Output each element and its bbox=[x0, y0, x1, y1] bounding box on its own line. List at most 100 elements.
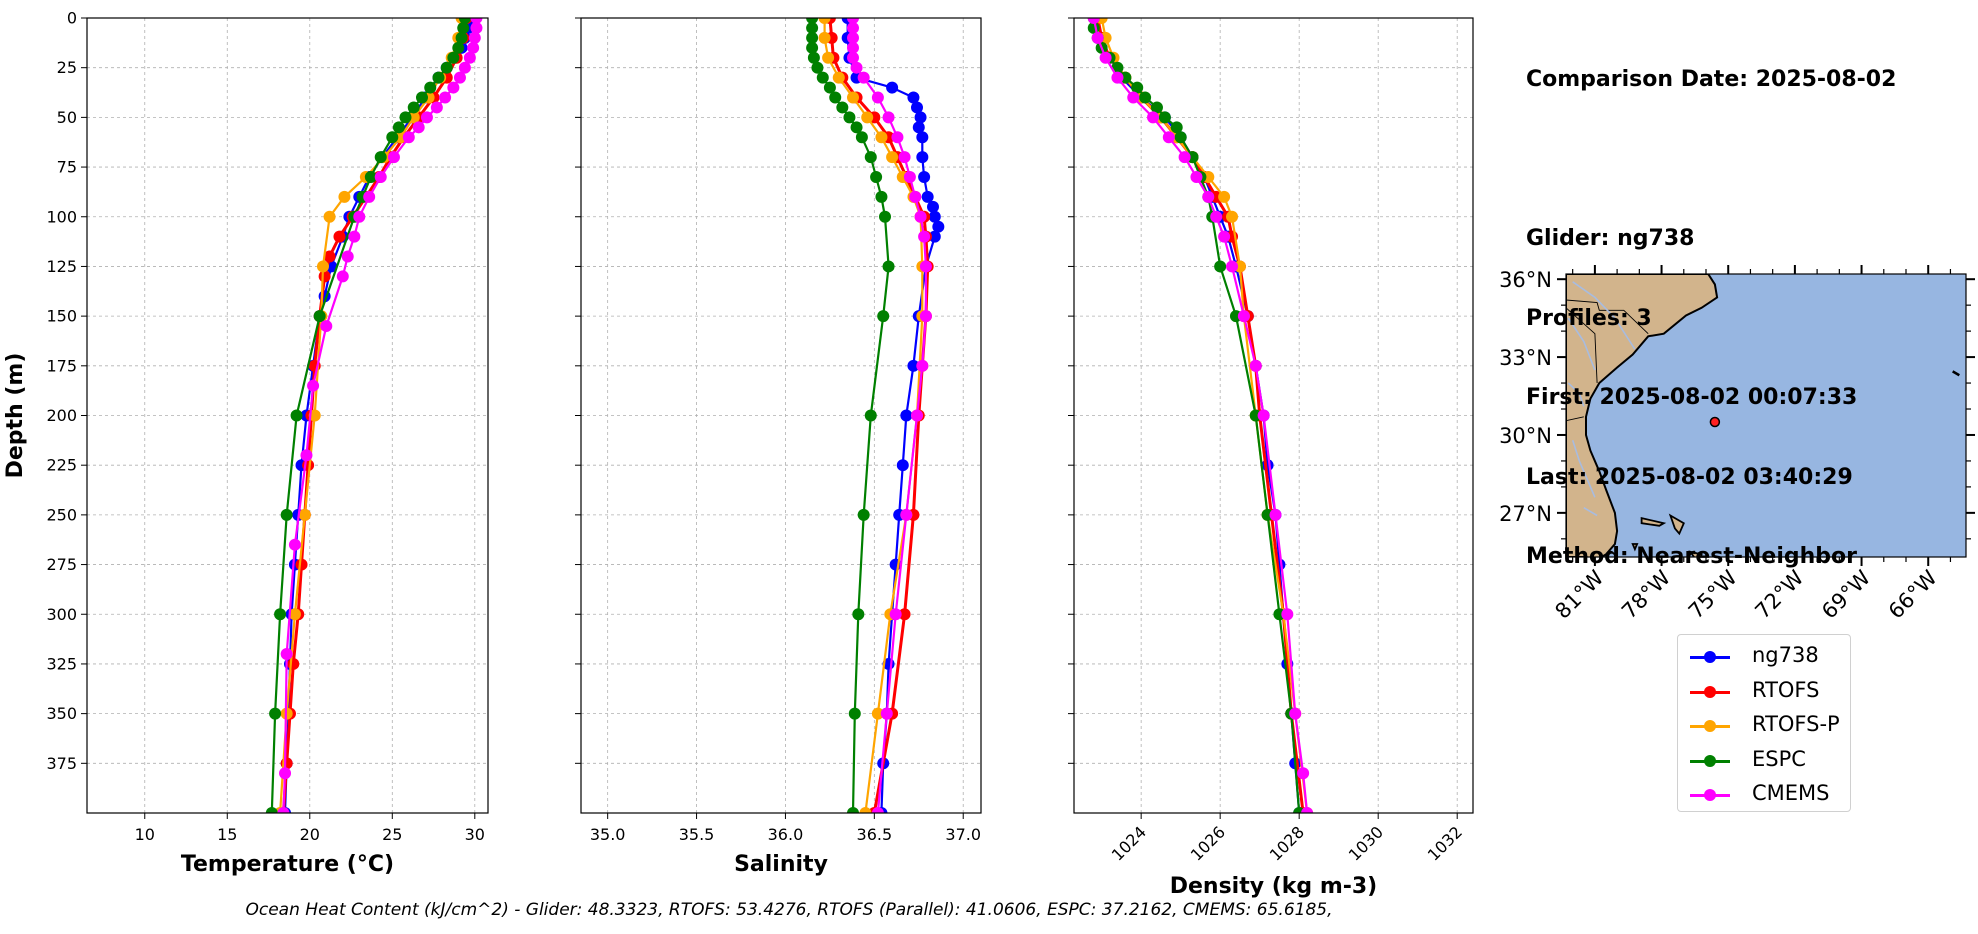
point-ng738 bbox=[928, 210, 941, 223]
temperature-panel: 10 15 20 25 30025507510012515017520022525027… bbox=[3, 9, 489, 877]
point-cmems bbox=[882, 111, 895, 124]
y-tick-label: 50 bbox=[57, 108, 77, 127]
point-rtofs-p bbox=[316, 260, 329, 273]
y-tick-label: 200 bbox=[46, 406, 77, 425]
point-espc bbox=[877, 310, 890, 323]
x-tick-label: 1026 bbox=[1187, 822, 1229, 864]
y-tick-label: 0 bbox=[67, 9, 77, 28]
point-cmems bbox=[857, 71, 870, 84]
point-rtofs-p bbox=[818, 31, 831, 44]
point-espc bbox=[848, 707, 861, 720]
point-cmems bbox=[889, 608, 902, 621]
legend-item-rtofs: RTOFS bbox=[1678, 674, 1850, 709]
point-cmems bbox=[447, 81, 460, 94]
point-cmems bbox=[387, 151, 400, 164]
x-tick-label: 35.0 bbox=[590, 825, 626, 844]
glider-position-marker bbox=[1709, 416, 1721, 428]
point-ng738 bbox=[928, 230, 941, 243]
point-espc bbox=[829, 91, 842, 104]
point-espc bbox=[806, 41, 819, 54]
point-espc bbox=[280, 508, 293, 521]
point-cmems bbox=[439, 91, 452, 104]
point-ng738 bbox=[896, 459, 909, 472]
point-rtofs-p bbox=[832, 71, 845, 84]
point-cmems bbox=[458, 61, 471, 74]
point-cmems bbox=[277, 807, 290, 813]
point-rtofs bbox=[323, 250, 336, 263]
legend-label: ESPC bbox=[1752, 746, 1806, 771]
x-axis-label: Salinity bbox=[734, 852, 828, 877]
point-espc bbox=[432, 71, 445, 84]
point-rtofs bbox=[295, 558, 308, 571]
point-cmems bbox=[847, 18, 859, 24]
x-axis-label: Temperature (°C) bbox=[181, 852, 394, 877]
point-espc bbox=[864, 151, 877, 164]
point-espc bbox=[415, 91, 428, 104]
info-spacer bbox=[1526, 147, 1896, 174]
point-cmems bbox=[903, 171, 916, 183]
island bbox=[1640, 516, 1667, 527]
point-cmems bbox=[470, 21, 483, 34]
point-cmems bbox=[919, 260, 932, 273]
y-tick-label: 275 bbox=[46, 555, 77, 574]
point-espc bbox=[816, 71, 829, 84]
point-rtofs-p bbox=[875, 131, 888, 144]
point-cmems bbox=[1127, 91, 1140, 104]
point-cmems bbox=[847, 51, 859, 64]
point-cmems bbox=[850, 61, 863, 74]
point-cmems bbox=[430, 101, 443, 114]
point-espc bbox=[392, 121, 405, 134]
legend-marker bbox=[1704, 720, 1716, 732]
y-tick-label: 175 bbox=[46, 356, 77, 375]
point-espc bbox=[806, 21, 819, 34]
point-cmems bbox=[1237, 310, 1250, 323]
island bbox=[1688, 550, 1703, 557]
point-espc bbox=[864, 409, 877, 422]
point-rtofs bbox=[287, 657, 300, 670]
y-tick-label: 325 bbox=[46, 654, 77, 673]
point-cmems bbox=[900, 508, 913, 521]
x-tick-label: 25 bbox=[382, 825, 402, 844]
x-tick-label: 36.5 bbox=[857, 825, 893, 844]
point-ng738 bbox=[914, 111, 927, 124]
legend-item-espc: ESPC bbox=[1678, 743, 1850, 778]
point-cmems bbox=[468, 31, 481, 44]
ocean-heat-content-caption: Ocean Heat Content (kJ/cm^2) - Glider: 4… bbox=[245, 900, 1333, 920]
location-map: 36°N33°N30°N27°N81°W 78°W 75°W 72°W 69°W 66°W bbox=[1499, 265, 1975, 624]
state-border bbox=[1566, 307, 1598, 384]
point-cmems bbox=[916, 359, 929, 372]
point-rtofs bbox=[898, 608, 911, 621]
point-espc bbox=[836, 101, 849, 114]
legend-label: CMEMS bbox=[1752, 781, 1830, 805]
lat-tick-label: 30°N bbox=[1499, 424, 1552, 448]
point-rtofs-p bbox=[298, 508, 311, 521]
point-cmems bbox=[336, 270, 349, 283]
point-cmems bbox=[467, 41, 480, 54]
point-espc bbox=[457, 21, 470, 34]
point-espc bbox=[823, 81, 836, 94]
point-espc bbox=[447, 51, 460, 64]
density-panel: 1024 1026 1028 1030 1032 Density (kg m-3) bbox=[1068, 17, 1474, 899]
y-tick-label: 250 bbox=[46, 505, 77, 524]
profile-count: Profiles: 3 bbox=[1526, 305, 1652, 331]
point-rtofs-p bbox=[308, 409, 321, 422]
point-ng738 bbox=[916, 151, 929, 164]
point-espc bbox=[807, 51, 820, 64]
point-rtofs bbox=[333, 230, 346, 243]
x-tick-label: 1030 bbox=[1345, 822, 1387, 864]
point-espc bbox=[879, 210, 891, 223]
point-espc bbox=[1139, 91, 1152, 104]
point-espc bbox=[407, 101, 420, 114]
river bbox=[1583, 507, 1598, 517]
legend-marker bbox=[1704, 651, 1716, 663]
x-tick-label: 37.0 bbox=[945, 825, 981, 844]
point-espc bbox=[1131, 81, 1144, 94]
point-cmems bbox=[871, 91, 884, 104]
point-cmems bbox=[1190, 171, 1203, 183]
legend-marker bbox=[1704, 789, 1716, 801]
point-espc bbox=[1158, 111, 1171, 124]
point-espc bbox=[290, 409, 303, 422]
y-tick-label: 300 bbox=[46, 605, 77, 624]
point-cmems bbox=[1111, 71, 1124, 84]
point-cmems bbox=[1218, 230, 1231, 243]
